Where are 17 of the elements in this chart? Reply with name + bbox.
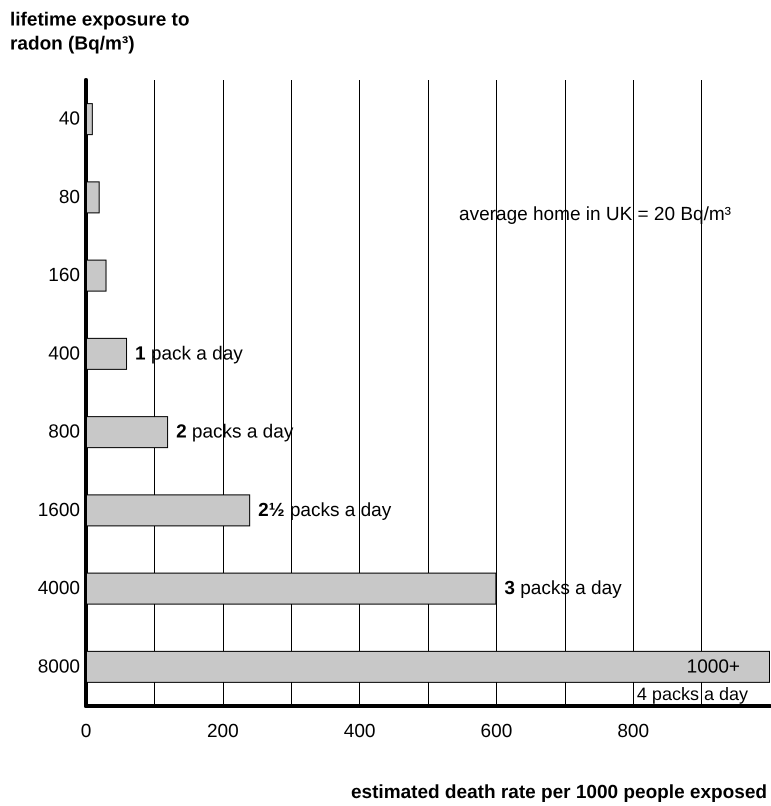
y-tick-label: 40 xyxy=(58,108,80,130)
annotation: 4 packs a day xyxy=(636,684,748,704)
y-tick-label: 4000 xyxy=(38,578,80,600)
x-tick-label: 400 xyxy=(344,721,376,742)
x-tick-label: 600 xyxy=(480,721,512,742)
y-tick-label: 1600 xyxy=(38,500,80,521)
y-tick-label: 160 xyxy=(48,265,80,286)
x-axis-title: estimated death rate per 1000 people exposed xyxy=(350,782,768,803)
x-tick-label: 0 xyxy=(80,721,92,742)
y-tick-label: 800 xyxy=(48,422,80,443)
y-tick-label: 8000 xyxy=(38,656,80,678)
y-tick-label: 400 xyxy=(48,343,80,364)
y-tick-label: 80 xyxy=(58,186,80,208)
x-tick-label: 200 xyxy=(206,721,239,742)
y-axis-title: lifetime exposure to radon (Bq/m³) xyxy=(10,10,195,54)
x-tick-label: 800 xyxy=(617,721,650,742)
data-label: 1000+ xyxy=(686,656,740,678)
